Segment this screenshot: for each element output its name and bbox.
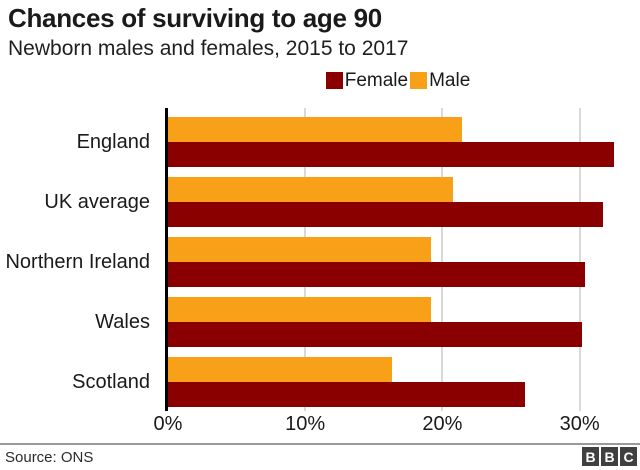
legend-swatch-female xyxy=(325,71,343,89)
legend-swatch-male xyxy=(410,71,428,89)
x-tick-label-10pct: 10% xyxy=(285,413,326,435)
category-label-uk-average: UK average xyxy=(44,190,150,213)
x-tick-label-20pct: 20% xyxy=(422,413,463,435)
bar-group-scotland xyxy=(168,348,629,408)
chart-subtitle: Newborn males and females, 2015 to 2017 xyxy=(8,37,409,60)
bar-female-england xyxy=(168,142,614,167)
bar-group-northern-ireland xyxy=(168,228,629,288)
bar-female-northern-ireland xyxy=(168,262,586,287)
category-label-northern-ireland: Northern Ireland xyxy=(5,250,150,273)
bar-female-wales xyxy=(168,322,583,347)
category-label-scotland: Scotland xyxy=(72,370,150,393)
bbc-logo-letter-2: B xyxy=(601,447,618,466)
legend: Female Male xyxy=(167,70,629,90)
bar-group-wales xyxy=(168,288,629,348)
category-labels: England UK average Northern Ireland Wales Sc… xyxy=(0,108,150,408)
bar-male-northern-ireland xyxy=(168,237,432,262)
bar-male-wales xyxy=(168,297,432,322)
bar-female-scotland xyxy=(168,382,525,407)
bbc-logo-letter-3: C xyxy=(620,447,637,466)
gridline-30pct xyxy=(578,108,581,411)
footer-divider xyxy=(0,443,640,445)
source-label: Source: ONS xyxy=(5,449,94,466)
plot-area xyxy=(168,108,629,411)
bar-male-uk-average xyxy=(168,177,454,202)
legend-label-female: Female xyxy=(344,69,409,91)
x-tick-label-0pct: 0% xyxy=(153,413,183,435)
gridline-20pct xyxy=(441,108,444,411)
x-axis-tick-labels: 0% 10% 20% 30% xyxy=(154,413,629,437)
bar-group-england xyxy=(168,108,629,168)
legend-item-female: Female xyxy=(325,69,409,91)
bbc-logo-letter-1: B xyxy=(582,447,599,466)
y-axis-line xyxy=(165,108,168,411)
legend-label-male: Male xyxy=(429,69,471,91)
chart-title: Chances of surviving to age 90 xyxy=(8,3,382,33)
bar-female-uk-average xyxy=(168,202,603,227)
bar-male-scotland xyxy=(168,357,392,382)
bar-group-uk-average xyxy=(168,168,629,228)
x-tick-label-30pct: 30% xyxy=(559,413,600,435)
category-label-wales: Wales xyxy=(95,310,150,333)
category-label-england: England xyxy=(76,130,150,153)
legend-item-male: Male xyxy=(410,69,471,91)
bar-male-england xyxy=(168,117,462,142)
